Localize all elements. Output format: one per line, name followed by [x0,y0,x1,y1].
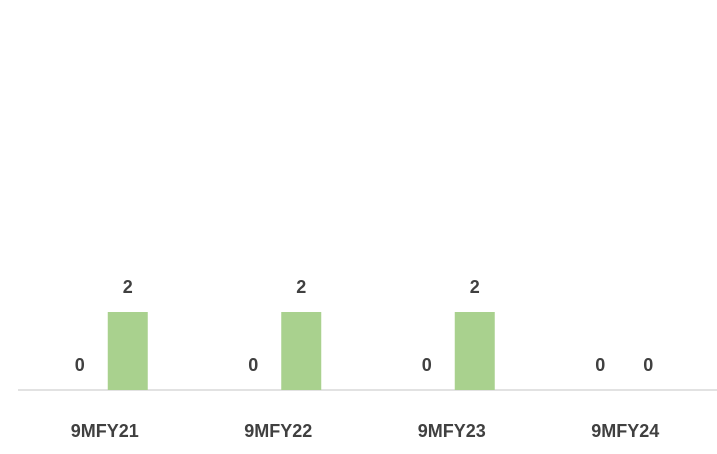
x-tick-label: 9MFY22 [244,421,312,441]
x-tick-label: 9MFY21 [71,421,139,441]
bar [454,312,495,390]
data-label: 0 [248,355,258,375]
x-tick-label: 9MFY23 [418,421,486,441]
bar [107,312,148,390]
data-label: 2 [296,277,306,297]
data-label: 0 [422,355,432,375]
data-label: 0 [75,355,85,375]
data-label: 0 [643,355,653,375]
x-tick-label: 9MFY24 [591,421,659,441]
bar [281,312,322,390]
data-label: 2 [123,277,133,297]
data-label: 0 [595,355,605,375]
data-label: 2 [470,277,480,297]
